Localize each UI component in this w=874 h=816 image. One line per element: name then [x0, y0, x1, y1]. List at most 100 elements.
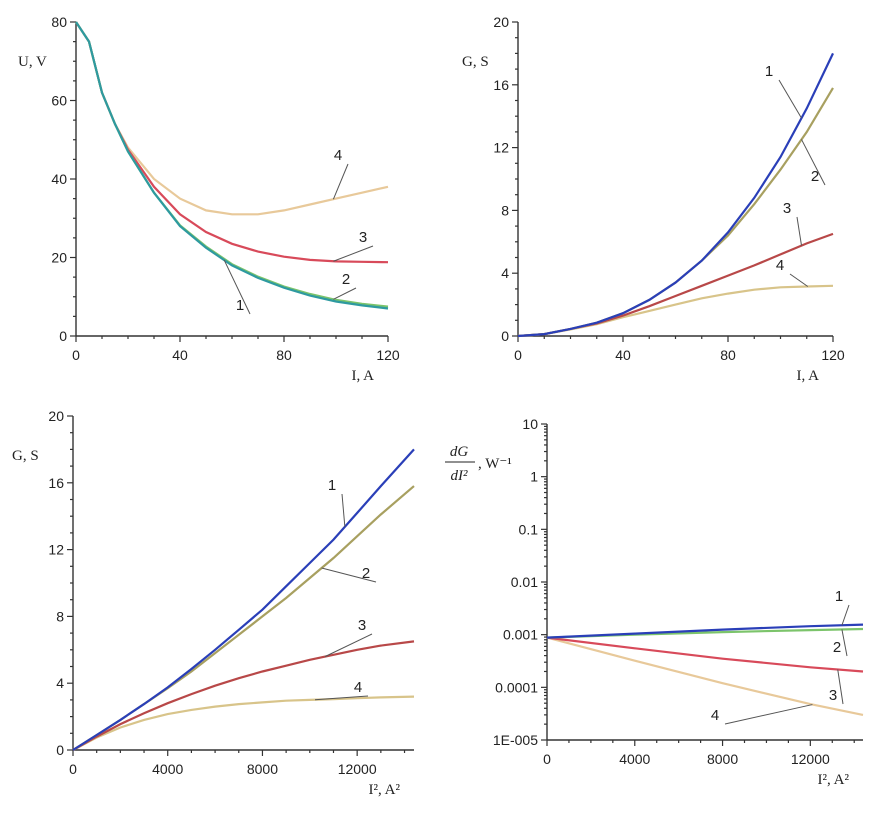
series-line-1	[517, 52, 834, 338]
series-line-4	[72, 695, 415, 751]
x-tick-label: 80	[276, 347, 292, 363]
panel-derivative-vs-current-squared: 1E-005 0.0001 0.001 0.01 0.1 1 10 0 4000 8000 1200…	[445, 416, 864, 788]
y-tick-label: 4	[56, 675, 64, 691]
y-axis-label: G, S	[462, 54, 489, 70]
series-line-2	[75, 21, 389, 308]
y-tick-label: 16	[48, 475, 64, 491]
y-tick-label: 12	[493, 140, 509, 156]
series-label-1: 1	[328, 477, 336, 494]
y-tick-label: 60	[51, 93, 67, 109]
y-tick-label: 0	[59, 328, 67, 344]
series-line-4	[75, 21, 389, 216]
panel-voltage-vs-current: 0 20 40 60 80 0 40 80 120 U, V I, A 1 2 3 4	[18, 14, 400, 384]
x-tick-label: 0	[72, 347, 80, 363]
series-label-2: 2	[342, 271, 350, 288]
series-label-4: 4	[354, 679, 362, 696]
x-tick-label: 80	[720, 347, 736, 363]
x-tick-label: 0	[514, 347, 522, 363]
y-tick-label: 1E-005	[493, 732, 538, 748]
series-label-leader-1	[223, 259, 251, 315]
y-tick-label: 0.001	[503, 627, 538, 643]
x-tick-label: 120	[376, 347, 400, 363]
series-label-2: 2	[362, 565, 370, 582]
series-line-1	[546, 623, 864, 639]
x-tick-label: 40	[615, 347, 631, 363]
y-tick-label: 12	[48, 542, 64, 558]
series-label-leader-1	[341, 493, 346, 527]
series-label-3: 3	[783, 200, 791, 217]
y-tick-label: 8	[501, 202, 509, 218]
x-tick-label: 12000	[338, 761, 377, 777]
series-label-leader-3	[324, 633, 373, 658]
series-label-leader-2	[321, 567, 377, 583]
x-tick-label: 12000	[791, 751, 830, 767]
series-label-leader-3	[333, 245, 374, 262]
series-label-4: 4	[776, 257, 784, 274]
x-axis-label: I, A	[797, 368, 820, 384]
x-tick-label: 40	[172, 347, 188, 363]
series-line-1	[72, 448, 415, 751]
x-axis-label: I, A	[352, 368, 375, 384]
x-tick-label: 4000	[619, 751, 650, 767]
series-label-leader-4	[789, 273, 809, 287]
series-line-3	[517, 232, 834, 338]
series-label-3: 3	[829, 687, 837, 704]
y-tick-label: 0	[56, 742, 64, 758]
series-label-leader-2	[801, 139, 826, 186]
y-tick-label: 80	[51, 14, 67, 30]
y-tick-label: 0.1	[519, 521, 539, 537]
y-axis-label: dG dI² , W⁻¹	[445, 444, 512, 484]
y-tick-label: 8	[56, 608, 64, 624]
series-line-3	[72, 640, 415, 751]
y-tick-label: 10	[522, 416, 538, 432]
series-label-1: 1	[765, 63, 773, 80]
x-tick-label: 8000	[247, 761, 278, 777]
series-label-leader-2	[333, 287, 357, 300]
series-line-4	[546, 636, 864, 716]
y-tick-label: 0.01	[511, 574, 538, 590]
series-label-leader-4	[724, 704, 813, 725]
x-tick-label: 120	[821, 347, 845, 363]
series-label-1: 1	[236, 297, 244, 314]
y-axis-label-denominator: dI²	[451, 468, 468, 484]
y-tick-label: 20	[51, 250, 67, 266]
series-label-3: 3	[359, 229, 367, 246]
y-tick-label: 1	[530, 469, 538, 485]
series-line-3	[546, 636, 864, 673]
series-line-1	[75, 21, 389, 310]
y-axis-label-unit: , W⁻¹	[478, 456, 512, 472]
x-tick-label: 0	[69, 761, 77, 777]
y-tick-label: 20	[493, 14, 509, 30]
x-tick-label: 4000	[152, 761, 183, 777]
y-tick-label: 40	[51, 171, 67, 187]
series-label-leader-4	[332, 163, 349, 200]
y-tick-label: 16	[493, 77, 509, 93]
y-tick-label: 4	[501, 265, 509, 281]
series-label-3: 3	[358, 617, 366, 634]
y-axis-label-numerator: dG	[450, 444, 469, 460]
y-tick-label: 0	[501, 328, 509, 344]
series-label-leader-2	[841, 629, 848, 657]
series-label-leader-1	[778, 79, 802, 119]
y-tick-label: 0.0001	[495, 679, 538, 695]
x-axis-label: I², A²	[818, 772, 850, 788]
x-tick-label: 8000	[707, 751, 738, 767]
series-label-leader-3	[796, 216, 802, 246]
series-line-4	[517, 284, 834, 338]
series-label-2: 2	[833, 639, 841, 656]
x-axis-label: I², A²	[369, 782, 401, 798]
series-label-leader-3	[837, 669, 844, 705]
y-axis-label: U, V	[18, 54, 47, 70]
series-label-4: 4	[334, 147, 342, 164]
series-label-leader-4	[314, 695, 369, 701]
y-axis-label: G, S	[12, 448, 39, 464]
x-tick-label: 0	[543, 751, 551, 767]
series-label-leader-1	[841, 604, 850, 626]
y-tick-label: 20	[48, 408, 64, 424]
series-label-2: 2	[811, 168, 819, 185]
series-label-4: 4	[711, 707, 719, 724]
series-label-1: 1	[835, 588, 843, 605]
